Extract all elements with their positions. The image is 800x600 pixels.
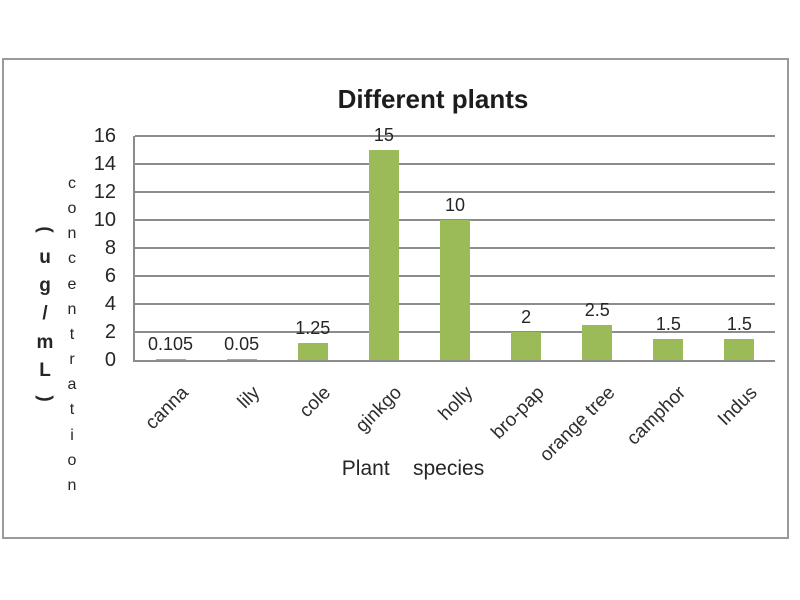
- y-tick-label-0: 0: [104, 349, 116, 371]
- y-tick-label-12: 12: [93, 181, 116, 203]
- y-axis-unit-char: g: [39, 275, 51, 297]
- y-tick-label-4: 4: [104, 293, 116, 315]
- y-axis-title-char: t: [69, 325, 75, 343]
- gridline-y16: [135, 135, 775, 137]
- y-axis-title-char: t: [69, 401, 75, 419]
- chart-title: Different plants: [337, 84, 529, 114]
- y-axis-title-char: c: [68, 250, 76, 268]
- bar-canna: [155, 358, 186, 360]
- y-axis-unit-char: /: [42, 303, 48, 325]
- bar-orange-tree: [582, 325, 613, 360]
- bar-bro-pap: [511, 332, 542, 360]
- bar-lily: [226, 359, 257, 360]
- bar-value-label-bro-pap: 2: [521, 307, 532, 327]
- y-axis-title-char: n: [67, 476, 77, 494]
- gridline-y12: [135, 191, 775, 193]
- bar-camphor: [653, 339, 684, 360]
- bar-holly: [440, 220, 470, 360]
- y-axis-title-char: a: [67, 376, 77, 394]
- bar-value-label-holly: 10: [444, 195, 466, 215]
- y-axis-unit-label: ( u g / m L): [33, 220, 57, 408]
- bar-value-label-cole: 1.25: [295, 317, 331, 338]
- y-axis-title-char: n: [67, 225, 77, 243]
- y-axis-unit-char: L: [39, 359, 51, 381]
- plot-area: 0.105 0.05 1.25 15 10 2 2.5 1.5 1.5: [133, 125, 775, 362]
- y-axis-title-char: o: [67, 451, 77, 469]
- gridline-y14: [135, 163, 775, 165]
- y-tick-label-16: 16: [93, 125, 116, 147]
- bar-value-label-Indus: 1.5: [726, 314, 752, 334]
- y-axis-unit-char: m: [36, 331, 54, 353]
- y-axis-title-char: e: [67, 275, 77, 293]
- y-tick-label-6: 6: [104, 265, 116, 287]
- bar-value-label-ginkgo: 15: [373, 125, 394, 145]
- y-axis-title-char: o: [67, 200, 77, 218]
- y-axis-title-char: c: [68, 175, 76, 192]
- y-axis-title-char: n: [67, 300, 77, 318]
- bar-value-label-camphor: 1.5: [655, 314, 681, 334]
- y-tick-label-8: 8: [104, 237, 116, 259]
- y-axis-title-char: r: [69, 351, 75, 369]
- y-tick-label-14: 14: [93, 153, 116, 175]
- bar-Indus: [724, 339, 755, 360]
- bar-value-label-orange-tree: 2.5: [584, 300, 610, 320]
- bar-value-label-canna: 0.105: [148, 333, 194, 354]
- bar-ginkgo: [368, 150, 399, 360]
- y-axis-unit-char: (: [34, 226, 56, 233]
- y-axis-unit-char: u: [39, 247, 51, 269]
- bar-value-label-lily: 0.05: [224, 334, 260, 354]
- y-axis-unit-char: ): [34, 395, 56, 402]
- bar-cole: [297, 342, 328, 360]
- y-tick-label-10: 10: [93, 209, 116, 231]
- y-axis-title-char: i: [70, 426, 74, 444]
- y-tick-label-2: 2: [104, 321, 116, 343]
- x-axis-title: Plant species: [341, 457, 485, 480]
